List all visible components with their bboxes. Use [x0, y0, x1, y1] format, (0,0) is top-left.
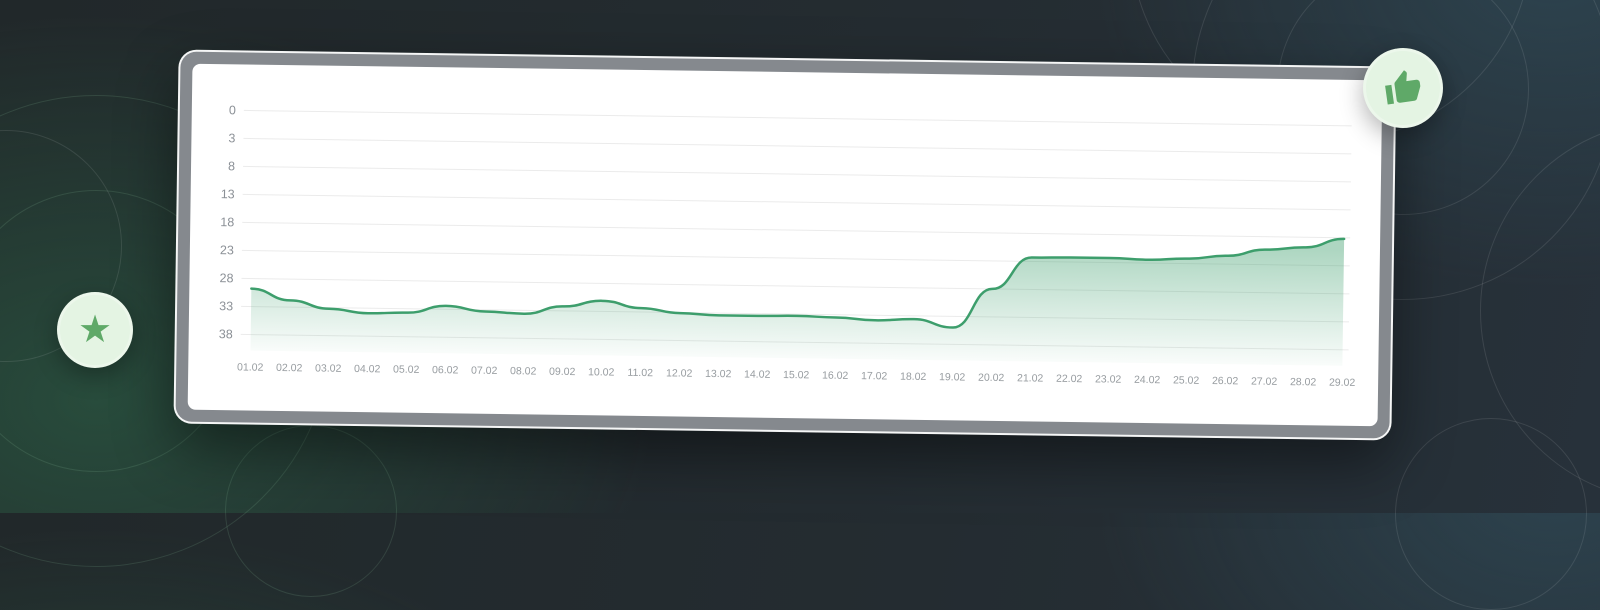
- y-axis-label: 28: [219, 271, 233, 285]
- trend-line: [250, 237, 1346, 329]
- gridline: [242, 193, 1351, 211]
- x-axis-label: 04.02: [354, 363, 381, 375]
- y-axis-label: 3: [228, 131, 235, 145]
- x-axis-label: 25.02: [1173, 374, 1200, 386]
- y-axis-label: 38: [219, 327, 233, 341]
- chart-panel: 0 3 8 13 18 23 28 33 38 01.02 02.02 03.02 04.02 05.02…: [187, 63, 1383, 427]
- y-axis-label: 18: [220, 215, 234, 229]
- decorative-ring: [1480, 120, 1600, 502]
- x-axis-label: 24.02: [1134, 374, 1161, 386]
- x-axis-label: 13.02: [705, 368, 732, 380]
- x-axis-label: 19.02: [939, 371, 966, 383]
- thumbs-up-badge: [1363, 48, 1443, 128]
- x-axis-label: 06.02: [432, 364, 459, 376]
- x-axis-label: 07.02: [471, 365, 498, 377]
- x-axis-label: 12.02: [666, 367, 693, 379]
- gridline: [243, 165, 1351, 183]
- x-axis-label: 14.02: [744, 368, 771, 380]
- decorative-ring: [225, 425, 397, 597]
- x-axis-label: 27.02: [1251, 376, 1278, 388]
- x-axis-label: 03.02: [315, 362, 342, 374]
- x-axis-label: 23.02: [1095, 373, 1122, 385]
- x-axis-label: 01.02: [237, 361, 264, 373]
- y-axis-label: 33: [219, 299, 233, 313]
- y-axis-label: 23: [220, 243, 234, 257]
- gridline: [243, 109, 1352, 127]
- y-axis-label: 0: [229, 103, 236, 117]
- x-axis-label: 11.02: [627, 367, 653, 379]
- x-axis-label: 18.02: [900, 371, 927, 383]
- x-axis-label: 26.02: [1212, 375, 1239, 387]
- x-axis-label: 21.02: [1017, 372, 1044, 384]
- x-axis-label: 20.02: [978, 372, 1005, 384]
- star-icon: ★: [77, 309, 113, 351]
- gridline: [243, 137, 1352, 155]
- x-axis-label: 10.02: [588, 366, 615, 378]
- x-axis-label: 17.02: [861, 370, 888, 382]
- x-axis-label: 28.02: [1290, 376, 1317, 388]
- x-axis-label: 16.02: [822, 370, 849, 382]
- x-axis-label: 09.02: [549, 366, 576, 378]
- x-axis-label: 08.02: [510, 365, 537, 377]
- y-axis-label: 8: [228, 159, 235, 173]
- decorative-ring: [1395, 418, 1587, 610]
- x-axis-label: 22.02: [1056, 373, 1083, 385]
- chart-card: 0 3 8 13 18 23 28 33 38 01.02 02.02 03.02 04.02 05.02…: [173, 49, 1397, 441]
- y-axis-label: 13: [221, 187, 235, 201]
- thumbs-up-icon: [1385, 70, 1421, 105]
- gridline: [242, 221, 1351, 239]
- x-axis-label: 05.02: [393, 364, 420, 376]
- x-axis-label: 29.02: [1329, 377, 1356, 389]
- x-axis-label: 02.02: [276, 362, 303, 374]
- star-badge: ★: [57, 292, 133, 368]
- area-fill: [250, 238, 1345, 366]
- x-axis-label: 15.02: [783, 369, 810, 381]
